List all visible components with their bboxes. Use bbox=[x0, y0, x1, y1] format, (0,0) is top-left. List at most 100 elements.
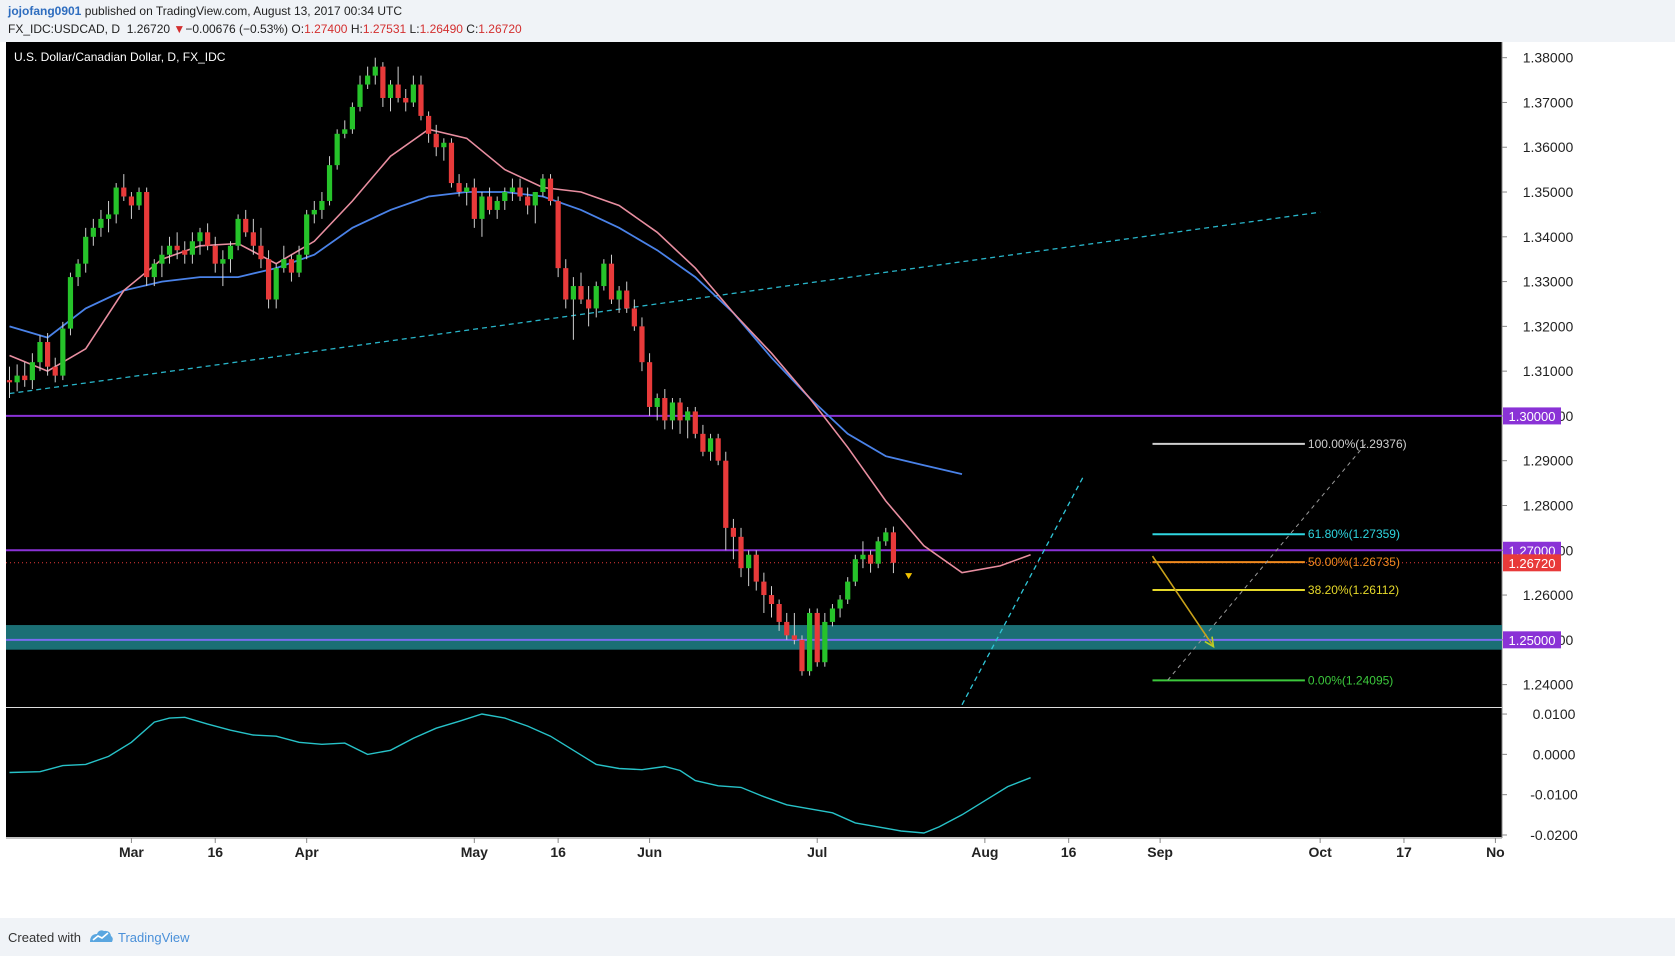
candle-down bbox=[730, 527, 736, 537]
candle-up bbox=[136, 192, 142, 206]
candle-down bbox=[578, 286, 584, 300]
candle-up bbox=[98, 218, 104, 228]
candle-down bbox=[639, 326, 645, 363]
candle-up bbox=[746, 554, 752, 569]
fib-level-label: 50.00%(1.26735) bbox=[1308, 555, 1400, 569]
candle-down bbox=[768, 595, 775, 605]
candle-up bbox=[479, 196, 485, 219]
candle-up bbox=[669, 402, 676, 421]
ma-fast-line bbox=[9, 128, 1031, 574]
x-tick-label: 16 bbox=[1061, 844, 1077, 860]
candle-up bbox=[860, 554, 866, 560]
support-badge: 1.25000 bbox=[1509, 633, 1556, 648]
candle-up bbox=[166, 245, 173, 255]
y-tick-label: 1.24000 bbox=[1523, 677, 1574, 693]
candle-up bbox=[494, 200, 500, 210]
tradingview-logo-icon bbox=[90, 930, 113, 942]
y-tick-label: 1.29000 bbox=[1523, 453, 1574, 469]
published-text: published on TradingView.com, August 13,… bbox=[81, 4, 403, 18]
candle-up bbox=[570, 286, 576, 300]
candle-down bbox=[715, 438, 721, 461]
candle-down bbox=[52, 366, 58, 376]
symbol-label: FX_IDC:USDCAD, D bbox=[8, 22, 121, 36]
osc-tick-label: 0.0000 bbox=[1533, 746, 1576, 762]
osc-tick-label: -0.0100 bbox=[1530, 787, 1578, 803]
time-axis-background bbox=[0, 838, 1675, 918]
x-tick-label: Aug bbox=[971, 844, 998, 860]
high-label: H: bbox=[350, 22, 363, 36]
support-zone bbox=[6, 625, 1502, 650]
candle-down bbox=[555, 200, 561, 269]
candle-up bbox=[685, 411, 691, 421]
candle-down bbox=[212, 245, 218, 264]
last-price: 1.26720 bbox=[126, 22, 171, 36]
candle-down bbox=[631, 308, 637, 327]
down-arrow-icon: ▼ bbox=[173, 22, 186, 36]
y-tick-label: 1.38000 bbox=[1523, 50, 1574, 66]
candle-down bbox=[867, 554, 874, 564]
candle-down bbox=[426, 115, 432, 134]
candle-down bbox=[205, 232, 211, 246]
candle-down bbox=[525, 196, 531, 206]
y-tick-label: 1.36000 bbox=[1523, 139, 1574, 155]
low-label: L: bbox=[409, 22, 420, 36]
candle-down bbox=[692, 411, 698, 434]
x-tick-label: No bbox=[1486, 844, 1505, 860]
candle-up bbox=[509, 187, 516, 193]
candle-up bbox=[441, 142, 447, 148]
candle-up bbox=[113, 187, 119, 215]
candle-down bbox=[662, 398, 668, 421]
y-tick-label: 1.37000 bbox=[1523, 94, 1574, 110]
candle-down bbox=[22, 375, 28, 381]
x-tick-label: 16 bbox=[550, 844, 566, 860]
chart-canvas[interactable]: 1.240001.250001.260001.270001.280001.290… bbox=[0, 42, 1675, 918]
candle-up bbox=[189, 241, 195, 255]
publish-line: jojofang0901 published on TradingView.co… bbox=[8, 4, 402, 18]
author-link[interactable]: jojofang0901 bbox=[8, 4, 82, 18]
candle-down bbox=[471, 187, 477, 219]
candle-up bbox=[75, 263, 81, 278]
projection-arrow-line bbox=[1151, 555, 1215, 647]
x-tick-label: 17 bbox=[1396, 844, 1412, 860]
y-tick-label: 1.31000 bbox=[1523, 363, 1574, 379]
candle-up bbox=[319, 200, 325, 210]
candle-down bbox=[380, 66, 386, 98]
candle-down bbox=[433, 133, 439, 148]
candle-up bbox=[60, 328, 66, 376]
x-tick-label: Mar bbox=[119, 844, 144, 860]
candle-up bbox=[105, 214, 112, 219]
y-tick-label: 1.28000 bbox=[1523, 497, 1574, 513]
y-tick-label: 1.34000 bbox=[1523, 229, 1574, 245]
candle-down bbox=[700, 433, 706, 452]
fib-level-label: 100.00%(1.29376) bbox=[1308, 437, 1407, 451]
y-tick-label: 1.33000 bbox=[1523, 274, 1574, 290]
candle-down bbox=[288, 259, 295, 273]
projection-arrowhead-icon bbox=[1204, 636, 1215, 649]
tradingview-brand-link[interactable]: TradingView bbox=[118, 930, 190, 945]
plot-background bbox=[6, 42, 1502, 837]
change-value: −0.00676 (−0.53%) bbox=[185, 22, 289, 36]
candle-down bbox=[395, 84, 401, 98]
candle-up bbox=[296, 254, 302, 273]
candle-up bbox=[822, 621, 828, 663]
fib-level-label: 38.20%(1.26112) bbox=[1308, 583, 1399, 597]
candle-down bbox=[547, 178, 554, 201]
candle-up bbox=[883, 532, 889, 542]
candle-down bbox=[265, 259, 272, 300]
candle-up bbox=[235, 218, 241, 246]
candle-up bbox=[14, 375, 20, 383]
candle-up bbox=[387, 84, 394, 98]
candle-down bbox=[608, 263, 615, 300]
y-tick-label: 1.26000 bbox=[1523, 587, 1574, 603]
candle-down bbox=[45, 342, 51, 367]
down-marker-icon bbox=[905, 573, 913, 580]
candle-up bbox=[464, 187, 470, 193]
candle-up bbox=[845, 581, 851, 600]
candle-up bbox=[220, 259, 226, 264]
y-tick-label: 1.35000 bbox=[1523, 184, 1574, 200]
osc-tick-label: 0.0100 bbox=[1533, 706, 1576, 722]
x-tick-label: 16 bbox=[207, 844, 223, 860]
x-tick-label: May bbox=[461, 844, 488, 860]
candle-down bbox=[784, 621, 790, 636]
osc-tick-label: -0.0200 bbox=[1530, 827, 1578, 843]
